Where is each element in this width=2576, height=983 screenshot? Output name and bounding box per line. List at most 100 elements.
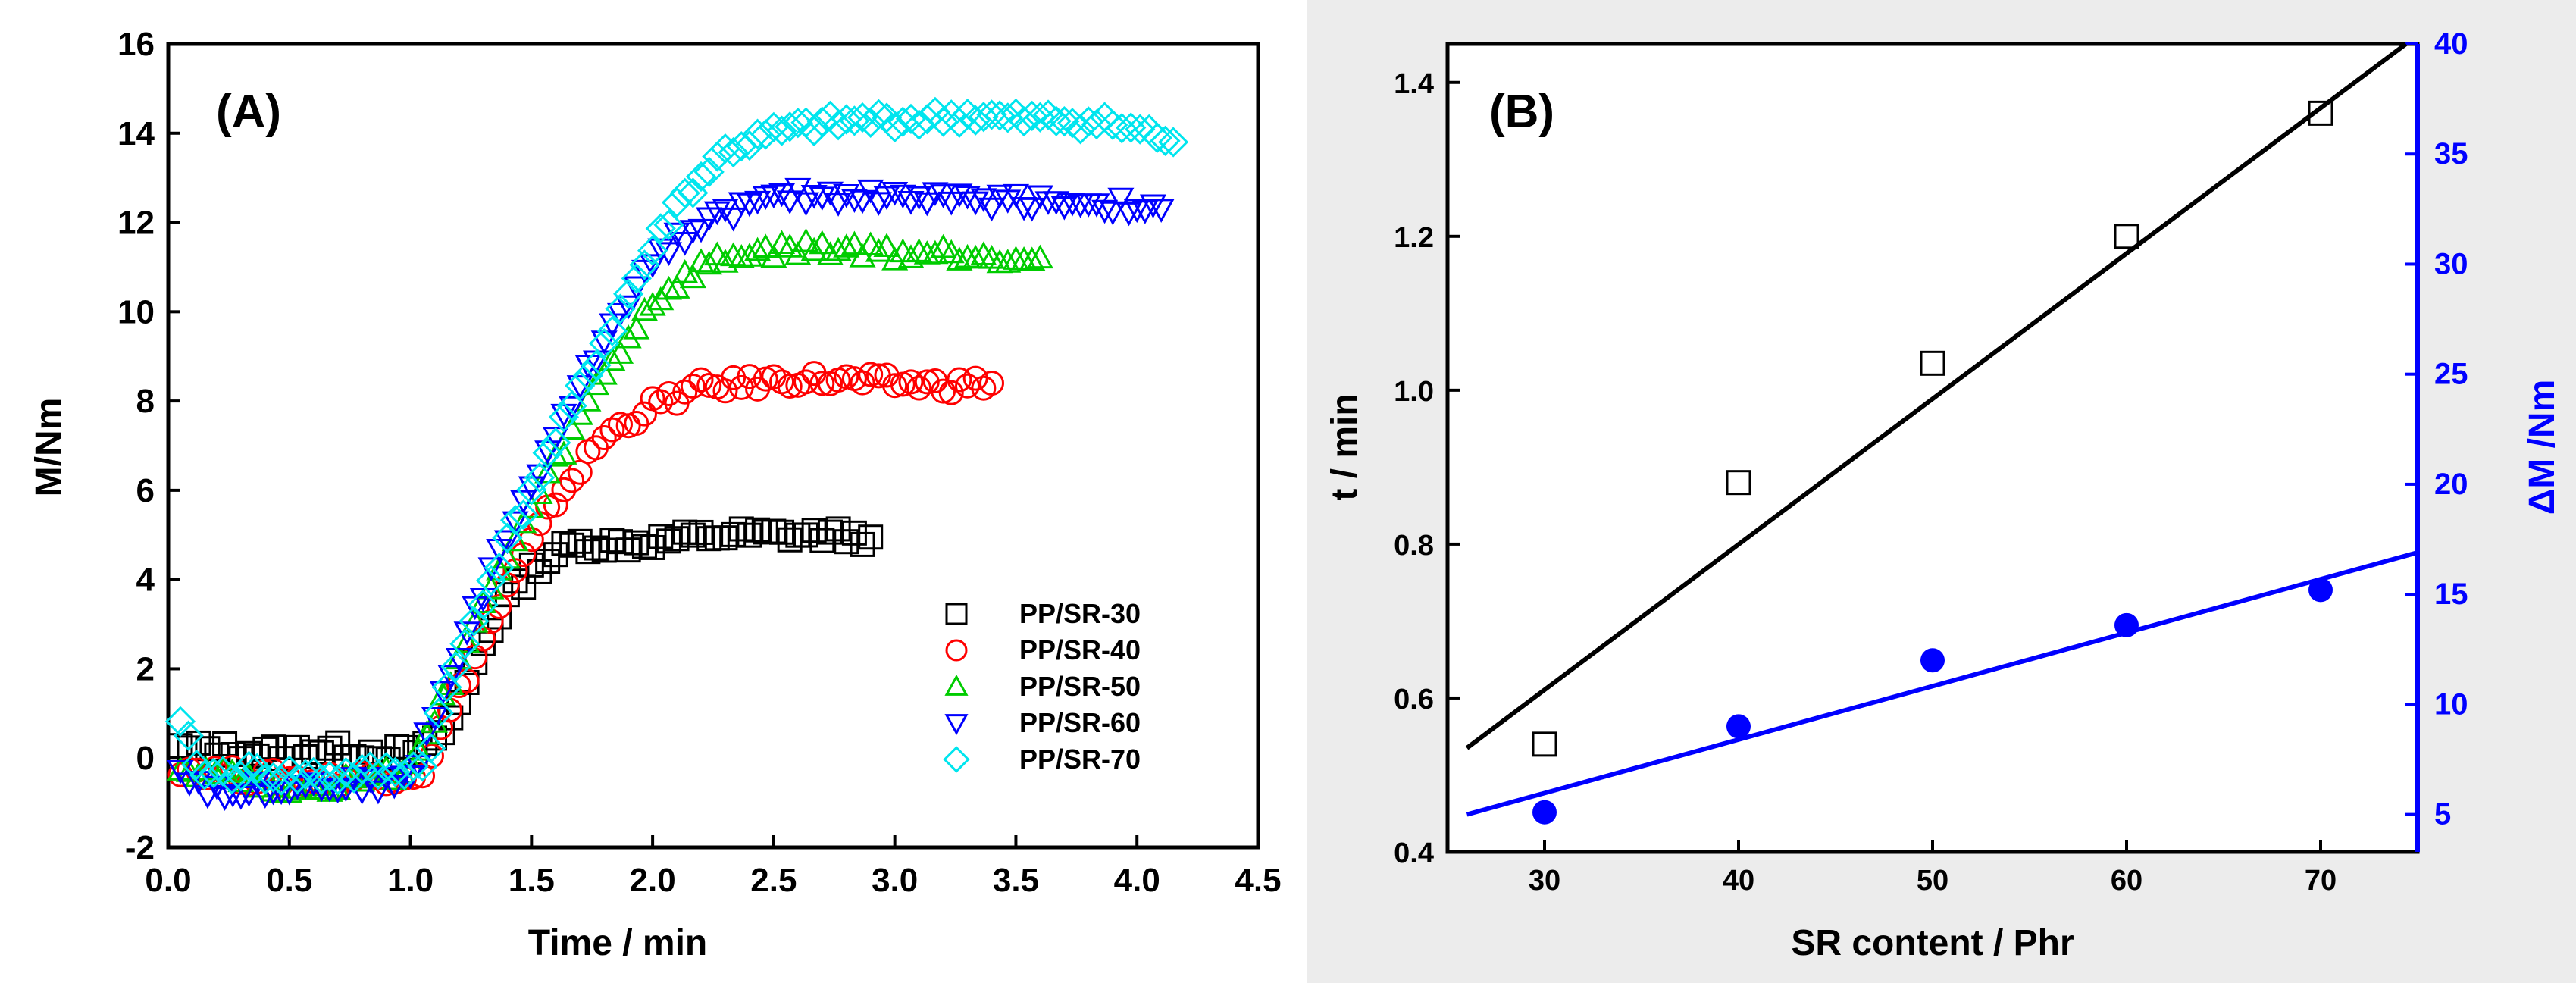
panel-b-y-tick-label: 1.4 (1394, 68, 1434, 100)
panel-a-point (879, 111, 910, 143)
panel-a-x-tick-label: 4.0 (1114, 862, 1160, 899)
panel-a-point (882, 373, 908, 399)
panel-a-point (881, 246, 909, 271)
panel-a-point (858, 362, 884, 387)
panel-a-point (970, 241, 997, 266)
panel-a-point (825, 516, 851, 542)
panel-a-point (720, 242, 747, 267)
panel-b-x-tick-label: 70 (2305, 865, 2337, 897)
panel-a-point (487, 593, 512, 619)
panel-a-point (1025, 102, 1056, 133)
panel-a-point (621, 263, 652, 294)
panel-a-series-pp-sr-70 (164, 96, 1189, 796)
panel-b-point-right (2114, 612, 2139, 637)
panel-a-point (543, 492, 568, 518)
panel-a-point (1026, 185, 1053, 210)
panel-a-point (639, 292, 666, 316)
panel-a-y-tick-label: -2 (125, 829, 155, 866)
panel-a-y-axis-title: M/Nm (29, 398, 69, 497)
panel-a-point (1002, 183, 1029, 208)
panel-a-point (423, 697, 454, 728)
panel-a-point (330, 757, 362, 788)
panel-b-y-tick-label: 0.6 (1394, 684, 1434, 715)
panel-a-point (493, 530, 521, 555)
panel-a-legend-marker (944, 674, 969, 696)
panel-a-point (559, 396, 586, 421)
panel-a-point (688, 367, 714, 393)
panel-a-point (540, 427, 571, 459)
panel-a-y-tick-label: 6 (136, 472, 155, 509)
panel-b-x-tick-label: 40 (1723, 865, 1754, 897)
panel-a-point (742, 118, 773, 149)
panel-b-data-marks (1465, 42, 2418, 825)
panel-a-point (1116, 202, 1143, 227)
panel-a-point (800, 236, 828, 261)
panel-a-point (462, 609, 489, 633)
panel-a-point (449, 628, 480, 659)
panel-b-fit-line-left (1465, 42, 2408, 750)
panel-a-point (721, 521, 747, 547)
panel-a-point (825, 193, 852, 217)
panel-a-point (252, 784, 279, 809)
panel-a-point (551, 531, 577, 556)
panel-a-point (962, 191, 989, 216)
panel-a-point (599, 417, 625, 443)
panel-a-legend-marker (944, 714, 969, 736)
panel-a-y-tick-label: 14 (117, 115, 155, 152)
panel-a-point (1026, 244, 1053, 269)
panel-a-point (712, 525, 738, 551)
panel-b-y2-axis-title: ΔM /Nm (2522, 380, 2562, 515)
panel-a-point (680, 374, 706, 399)
panel-a-point (906, 186, 933, 211)
panel-a-point (1125, 114, 1156, 145)
panel-b-point-left (1726, 470, 1751, 496)
panel-a-point (306, 764, 337, 795)
panel-a-point (468, 589, 499, 620)
panel-a-point (567, 528, 593, 554)
panel-a-legend: PP/SR-30 PP/SR-40 PP/SR-50 PP/SR-60 PP/SR-70 (943, 598, 1141, 775)
panel-a-point (591, 537, 617, 563)
panel-a-point (693, 156, 725, 187)
panel-a-legend-label: PP/SR-60 (1019, 707, 1141, 738)
panel-a-point (792, 227, 820, 252)
panel-a-point (559, 468, 585, 493)
panel-a-point (219, 784, 246, 808)
panel-b-y2-tick-label: 20 (2434, 468, 2468, 501)
panel-a-point (946, 246, 973, 271)
panel-a-point (371, 752, 402, 783)
panel-a-point (800, 185, 828, 209)
panel-b-y-axis-title: t / min (1325, 393, 1365, 500)
panel-b-plot-frame (1445, 42, 2420, 854)
panel-b-y2-tick-label: 15 (2434, 578, 2468, 611)
panel-a-legend-label: PP/SR-30 (1019, 598, 1141, 629)
panel-a-point (459, 606, 490, 637)
panel-a-y-tick-label: 8 (136, 383, 155, 420)
panel-a-point (758, 111, 790, 142)
panel-b-point-left (1532, 731, 1557, 757)
panel-b-y2-tick-label: 30 (2434, 247, 2468, 280)
panel-a-point (551, 477, 577, 502)
panel-a-point (615, 295, 642, 320)
panel-a-point (1158, 127, 1189, 158)
panel-a-point (669, 177, 700, 208)
panel-a-point (499, 505, 531, 536)
panel-a-point (346, 753, 377, 785)
panel-a-point (750, 119, 781, 150)
panel-b-label: (B) (1489, 86, 1554, 138)
panel-a-legend-marker (945, 603, 968, 625)
panel-a-y-tick-label: 4 (136, 562, 155, 599)
panel-a-point (960, 105, 991, 136)
panel-a-point (656, 380, 681, 406)
panel-a-point (850, 531, 875, 557)
panel-a-point (1073, 106, 1104, 137)
panel-a-point (709, 133, 741, 164)
panel-a-point (556, 390, 587, 421)
panel-a-point (548, 402, 580, 433)
panel-a-point (524, 462, 556, 493)
panel-a-point (198, 757, 230, 789)
panel-a-point (185, 771, 212, 795)
panel-a-legend-marker (943, 746, 970, 773)
panel-a-point (446, 690, 471, 715)
panel-a-point (559, 532, 585, 558)
